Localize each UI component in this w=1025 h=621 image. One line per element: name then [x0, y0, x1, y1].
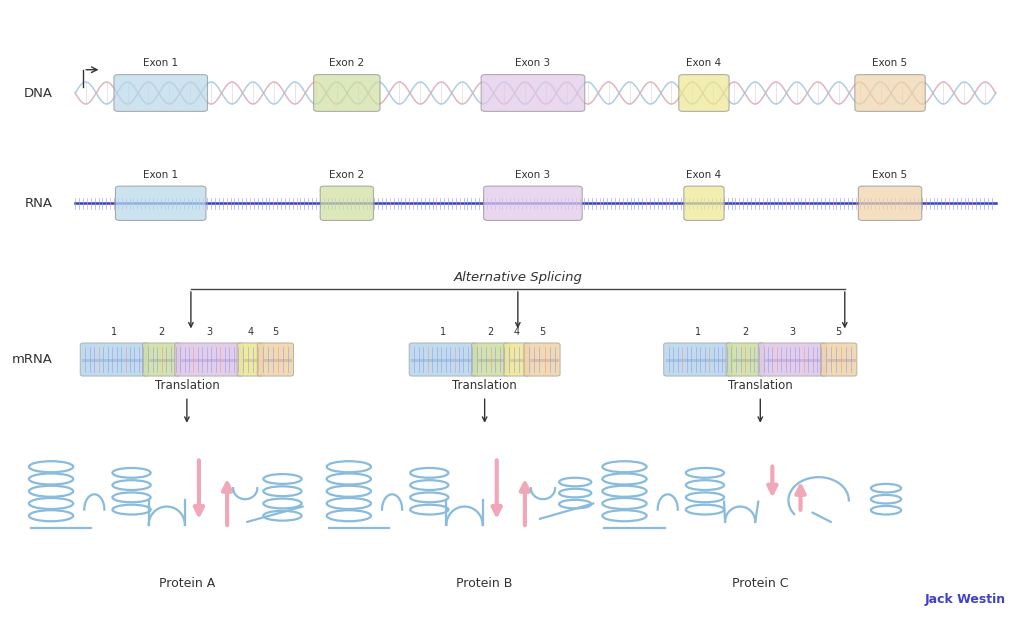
Text: 2: 2: [742, 327, 748, 337]
Text: Exon 2: Exon 2: [329, 58, 365, 68]
FancyBboxPatch shape: [503, 343, 530, 376]
FancyBboxPatch shape: [821, 343, 857, 376]
FancyBboxPatch shape: [80, 343, 149, 376]
FancyBboxPatch shape: [484, 186, 582, 220]
Text: 5: 5: [273, 327, 279, 337]
Text: Exon 4: Exon 4: [687, 58, 722, 68]
Text: 3: 3: [206, 327, 212, 337]
FancyBboxPatch shape: [409, 343, 478, 376]
Text: Exon 4: Exon 4: [687, 170, 722, 180]
FancyBboxPatch shape: [758, 343, 827, 376]
Text: Translation: Translation: [728, 379, 792, 392]
FancyBboxPatch shape: [114, 75, 207, 111]
FancyBboxPatch shape: [855, 75, 926, 111]
Text: Protein A: Protein A: [159, 577, 215, 589]
Text: 5: 5: [835, 327, 842, 337]
Text: Translation: Translation: [155, 379, 219, 392]
Text: Alternative Splicing: Alternative Splicing: [453, 271, 582, 284]
Text: 3: 3: [789, 327, 795, 337]
FancyBboxPatch shape: [237, 343, 263, 376]
Text: Exon 5: Exon 5: [872, 58, 907, 68]
Text: 1: 1: [112, 327, 118, 337]
FancyBboxPatch shape: [481, 75, 584, 111]
FancyBboxPatch shape: [175, 343, 243, 376]
FancyBboxPatch shape: [684, 186, 724, 220]
FancyBboxPatch shape: [524, 343, 560, 376]
Text: Exon 2: Exon 2: [329, 170, 365, 180]
Text: Exon 1: Exon 1: [144, 170, 178, 180]
Text: Protein B: Protein B: [456, 577, 512, 589]
Text: 4: 4: [247, 327, 253, 337]
Text: Exon 3: Exon 3: [516, 58, 550, 68]
Text: Protein C: Protein C: [732, 577, 788, 589]
FancyBboxPatch shape: [142, 343, 180, 376]
FancyBboxPatch shape: [726, 343, 765, 376]
Text: 1: 1: [441, 327, 447, 337]
FancyBboxPatch shape: [664, 343, 732, 376]
Text: mRNA: mRNA: [12, 353, 53, 366]
FancyBboxPatch shape: [116, 186, 206, 220]
Text: 4: 4: [514, 327, 520, 337]
FancyBboxPatch shape: [314, 75, 380, 111]
FancyBboxPatch shape: [472, 343, 509, 376]
Text: DNA: DNA: [24, 86, 53, 99]
FancyBboxPatch shape: [858, 186, 921, 220]
Text: 5: 5: [539, 327, 545, 337]
Text: Exon 3: Exon 3: [516, 170, 550, 180]
Text: Jack Westin: Jack Westin: [925, 593, 1006, 606]
Text: 2: 2: [159, 327, 165, 337]
FancyBboxPatch shape: [679, 75, 729, 111]
FancyBboxPatch shape: [257, 343, 293, 376]
Text: RNA: RNA: [25, 197, 53, 210]
Text: 1: 1: [695, 327, 701, 337]
Text: Exon 1: Exon 1: [144, 58, 178, 68]
Text: Translation: Translation: [452, 379, 517, 392]
FancyBboxPatch shape: [320, 186, 373, 220]
Text: Exon 5: Exon 5: [872, 170, 907, 180]
Text: 2: 2: [488, 327, 494, 337]
